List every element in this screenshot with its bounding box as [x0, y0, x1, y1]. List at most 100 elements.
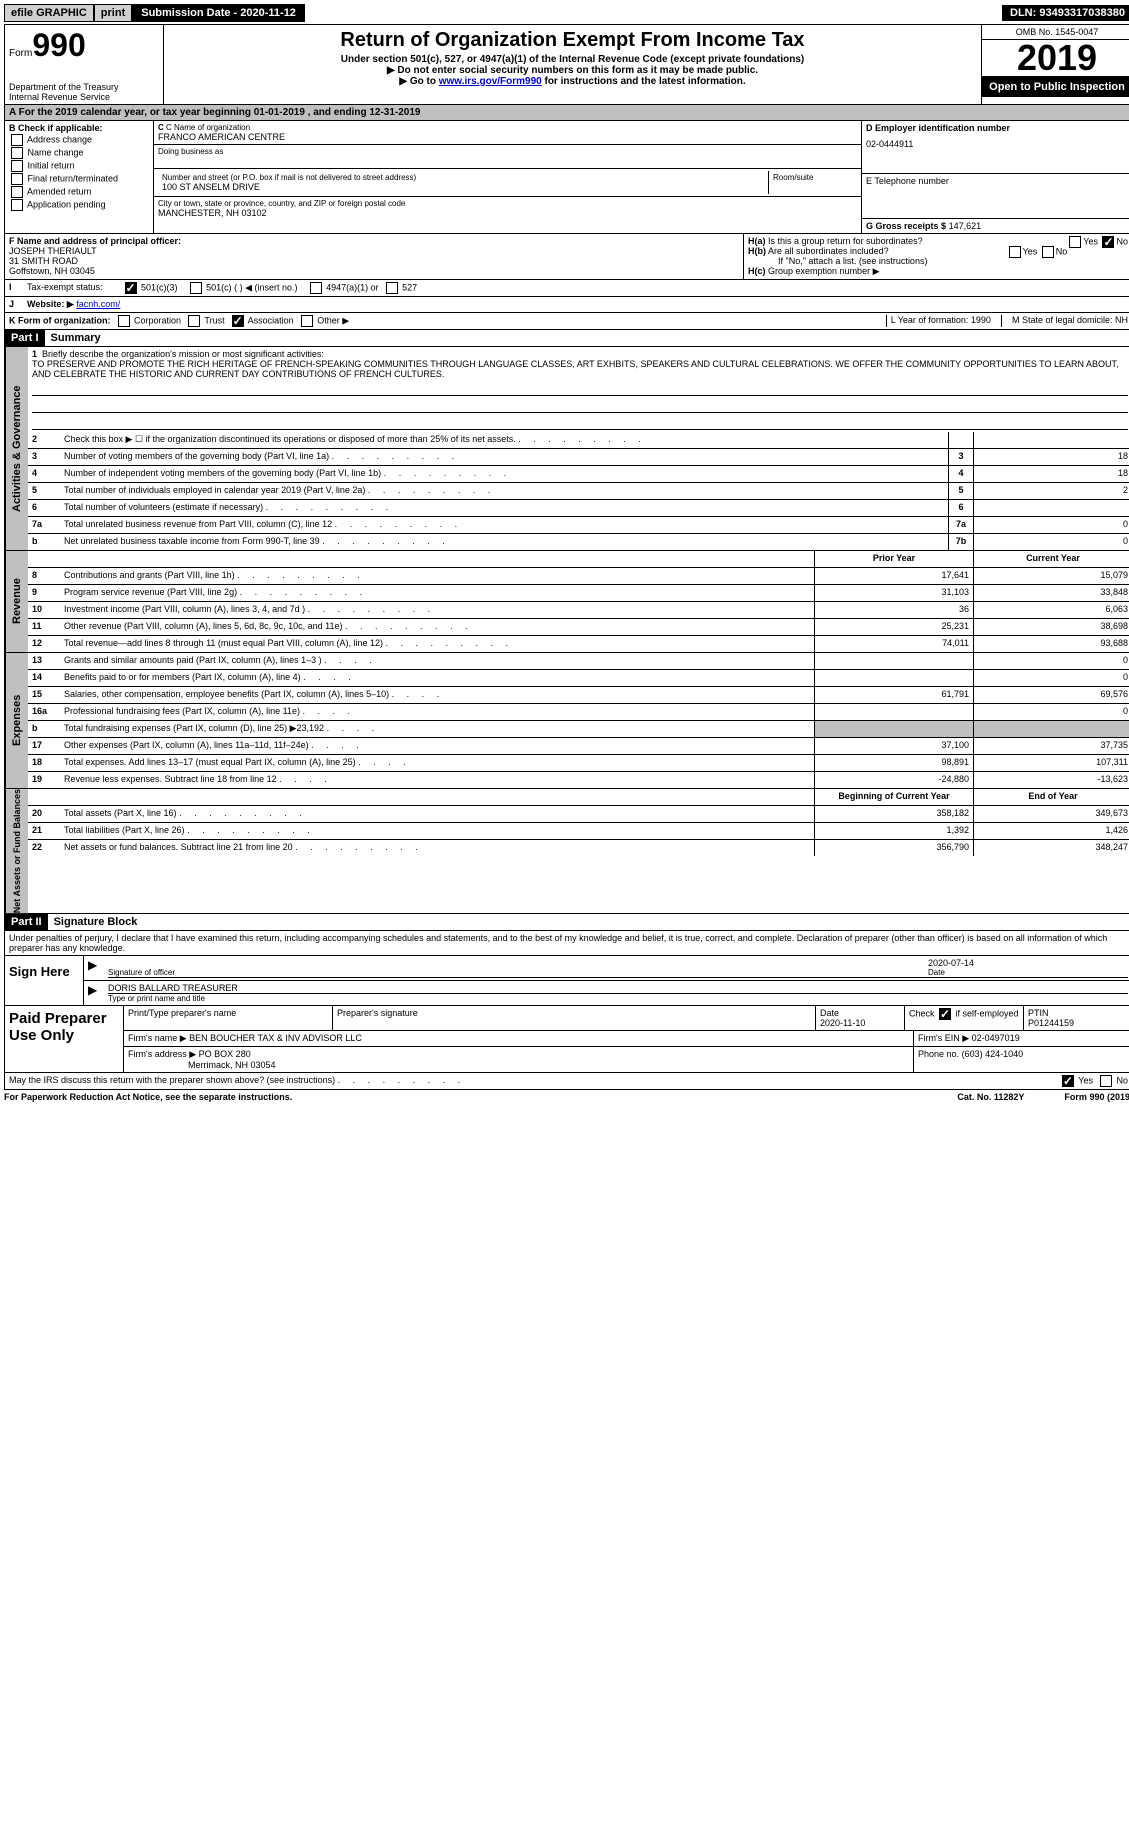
- chk-corp[interactable]: [118, 315, 130, 327]
- chk-amended[interactable]: [11, 186, 23, 198]
- box-b-header: B Check if applicable:: [9, 123, 149, 133]
- box-h: H(a) Is this a group return for subordin…: [744, 234, 1129, 279]
- year-formation: L Year of formation: 1990: [891, 315, 1002, 327]
- ein-value: 02-0444911: [866, 139, 1128, 149]
- chk-self-employed[interactable]: [939, 1008, 951, 1020]
- chk-ha-yes[interactable]: [1069, 236, 1081, 248]
- chk-assoc[interactable]: [232, 315, 244, 327]
- box-f: F Name and address of principal officer:…: [5, 234, 744, 279]
- officer-addr2: Goffstown, NH 03045: [9, 266, 739, 276]
- chk-hb-no[interactable]: [1042, 246, 1054, 258]
- tax-year: 2019: [982, 40, 1129, 77]
- row-fh: F Name and address of principal officer:…: [4, 234, 1129, 280]
- firm-addr2: Merrimack, NH 03054: [188, 1060, 276, 1070]
- gross-receipts: 147,621: [949, 221, 982, 231]
- chk-final-return[interactable]: [11, 173, 23, 185]
- gov-line: 7aTotal unrelated business revenue from …: [28, 517, 1129, 534]
- efile-button[interactable]: efile GRAPHIC: [4, 4, 94, 22]
- room-label: Room/suite: [773, 173, 853, 182]
- ein-label: D Employer identification number: [866, 123, 1128, 133]
- expense-line: 16aProfessional fundraising fees (Part I…: [28, 704, 1129, 721]
- sig-intro: Under penalties of perjury, I declare th…: [5, 931, 1129, 956]
- chk-address-change[interactable]: [11, 134, 23, 146]
- name-label: C C Name of organization: [158, 123, 857, 132]
- gov-line: 4Number of independent voting members of…: [28, 466, 1129, 483]
- chk-4947[interactable]: [310, 282, 322, 294]
- self-employed: Check if self-employed: [905, 1006, 1024, 1030]
- chk-ha-no[interactable]: [1102, 236, 1114, 248]
- revenue-line: 10Investment income (Part VIII, column (…: [28, 602, 1129, 619]
- revenue-line: 9Program service revenue (Part VIII, lin…: [28, 585, 1129, 602]
- expense-line: 19Revenue less expenses. Subtract line 1…: [28, 772, 1129, 788]
- print-button[interactable]: print: [94, 4, 132, 22]
- chk-hb-yes[interactable]: [1009, 246, 1021, 258]
- chk-application[interactable]: [11, 199, 23, 211]
- expense-line: 18Total expenses. Add lines 13–17 (must …: [28, 755, 1129, 772]
- part2-header: Part II Signature Block: [4, 914, 1129, 931]
- street-address: 100 ST ANSELM DRIVE: [162, 182, 764, 192]
- top-bar: efile GRAPHIC print Submission Date - 20…: [4, 4, 1129, 22]
- chk-501c3[interactable]: [125, 282, 137, 294]
- note2-pre: ▶ Go to: [399, 76, 438, 87]
- period-text: For the 2019 calendar year, or tax year …: [19, 107, 421, 118]
- side-label-netassets: Net Assets or Fund Balances: [5, 789, 28, 913]
- form-title: Return of Organization Exempt From Incom…: [168, 29, 977, 52]
- signature-block: Under penalties of perjury, I declare th…: [4, 931, 1129, 1073]
- chk-initial-return[interactable]: [11, 160, 23, 172]
- expense-line: 17Other expenses (Part IX, column (A), l…: [28, 738, 1129, 755]
- row-k: K Form of organization: Corporation Trus…: [4, 313, 1129, 330]
- side-label-gov: Activities & Governance: [5, 347, 28, 550]
- netassets-section: Net Assets or Fund Balances Beginning of…: [4, 789, 1129, 914]
- activities-governance: Activities & Governance 1 Briefly descri…: [4, 347, 1129, 551]
- side-label-revenue: Revenue: [5, 551, 28, 652]
- form-subtitle: Under section 501(c), 527, or 4947(a)(1)…: [168, 54, 977, 65]
- chk-discuss-yes[interactable]: [1062, 1075, 1074, 1087]
- cat-no: Cat. No. 11282Y: [917, 1092, 1064, 1102]
- open-public: Open to Public Inspection: [982, 77, 1129, 97]
- part2-num: Part II: [5, 914, 48, 930]
- part1-title: Summary: [45, 332, 101, 344]
- chk-527[interactable]: [386, 282, 398, 294]
- tax-status-label: Tax-exempt status:: [27, 282, 103, 294]
- chk-501c[interactable]: [190, 282, 202, 294]
- chk-name-change[interactable]: [11, 147, 23, 159]
- city-state-zip: MANCHESTER, NH 03102: [158, 208, 857, 218]
- chk-discuss-no[interactable]: [1100, 1075, 1112, 1087]
- revenue-line: 12Total revenue—add lines 8 through 11 (…: [28, 636, 1129, 652]
- part2-title: Signature Block: [48, 916, 138, 928]
- irs-link[interactable]: www.irs.gov/Form990: [439, 76, 542, 87]
- header-left: Form990 Department of the Treasury Inter…: [5, 25, 164, 104]
- preparer-name-label: Print/Type preparer's name: [124, 1006, 333, 1030]
- current-year-header: Current Year: [973, 551, 1129, 567]
- form-footer: Form 990 (2019): [1064, 1092, 1129, 1102]
- end-year-header: End of Year: [973, 789, 1129, 805]
- gov-line: 3Number of voting members of the governi…: [28, 449, 1129, 466]
- mission-text: TO PRESERVE AND PROMOTE THE RICH HERITAG…: [32, 359, 1128, 379]
- row-i: I Tax-exempt status: 501(c)(3) 501(c) ( …: [4, 280, 1129, 297]
- sig-officer-label: Signature of officer: [108, 968, 928, 977]
- officer-name: JOSEPH THERIAULT: [9, 246, 739, 256]
- city-label: City or town, state or province, country…: [158, 199, 857, 208]
- expense-line: 14Benefits paid to or for members (Part …: [28, 670, 1129, 687]
- info-section: B Check if applicable: Address change Na…: [4, 121, 1129, 234]
- box-de: D Employer identification number 02-0444…: [861, 121, 1129, 233]
- paid-label: Paid Preparer Use Only: [5, 1006, 124, 1072]
- gov-line: 6Total number of volunteers (estimate if…: [28, 500, 1129, 517]
- revenue-line: 8Contributions and grants (Part VIII, li…: [28, 568, 1129, 585]
- part1-header: Part I Summary: [4, 330, 1129, 347]
- website-link[interactable]: facnh.com/: [76, 299, 120, 309]
- officer-label: F Name and address of principal officer:: [9, 236, 739, 246]
- note2-post: for instructions and the latest informat…: [542, 76, 746, 87]
- signer-name: DORIS BALLARD TREASURER: [108, 983, 1128, 994]
- period-row: A For the 2019 calendar year, or tax yea…: [4, 105, 1129, 121]
- org-name: FRANCO AMERICAN CENTRE: [158, 132, 857, 142]
- firm-phone: (603) 424-1040: [962, 1049, 1024, 1059]
- discuss-row: May the IRS discuss this return with the…: [4, 1073, 1129, 1090]
- chk-trust[interactable]: [188, 315, 200, 327]
- preparer-date: 2020-11-10: [820, 1018, 865, 1028]
- prior-year-header: Prior Year: [814, 551, 973, 567]
- chk-other[interactable]: [301, 315, 313, 327]
- phone-label: E Telephone number: [866, 176, 1128, 186]
- paperwork-notice: For Paperwork Reduction Act Notice, see …: [4, 1092, 917, 1102]
- dba-label: Doing business as: [158, 147, 857, 156]
